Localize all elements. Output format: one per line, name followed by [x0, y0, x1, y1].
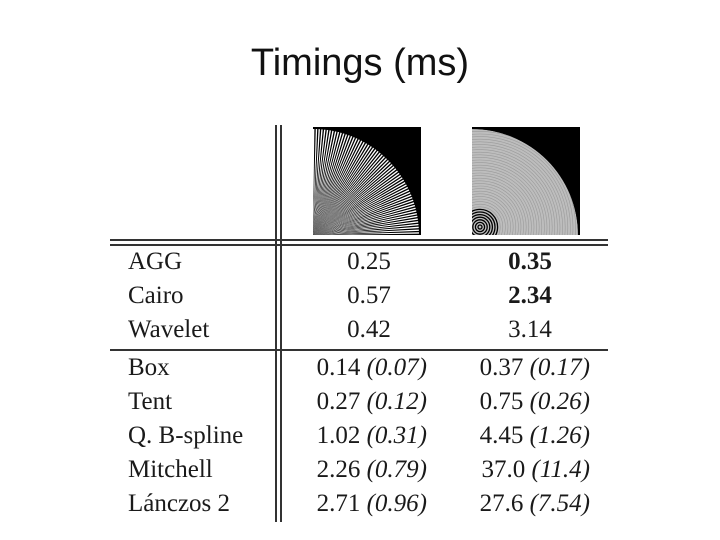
table-group-divider — [110, 349, 608, 351]
method-label: Box — [128, 354, 170, 381]
table-row: AGG 0.25 0.35 — [128, 245, 608, 279]
timing-col2: 3.14 — [508, 316, 552, 343]
table-vertical-rule — [275, 125, 277, 522]
timing-col1: 0.14 (0.07) — [316, 354, 427, 381]
timing-col1: 1.02 (0.31) — [316, 422, 427, 449]
method-label: Mitchell — [128, 456, 213, 483]
timing-col1: 0.27 (0.12) — [316, 388, 427, 415]
timing-col2: 4.45 (1.26) — [479, 422, 590, 449]
slide-title: Timings (ms) — [250, 42, 470, 84]
table-header-rule — [110, 244, 608, 246]
radial-lines-thumbnail — [313, 127, 421, 235]
method-label: Wavelet — [128, 316, 210, 343]
table-row: Tent 0.27 (0.12) 0.75 (0.26) — [128, 385, 608, 419]
method-label: Tent — [128, 388, 173, 415]
timing-col1: 0.57 — [347, 282, 391, 309]
table-row: Mitchell 2.26 (0.79) 37.0 (11.4) — [128, 453, 608, 487]
table-row: Wavelet 0.42 3.14 — [128, 313, 608, 347]
table-row: Q. B-spline 1.02 (0.31) 4.45 (1.26) — [128, 419, 608, 453]
timing-col2: 0.75 (0.26) — [479, 388, 590, 415]
timing-col1: 2.71 (0.96) — [316, 490, 427, 517]
method-label: AGG — [128, 248, 183, 275]
timing-col2: 37.0 (11.4) — [481, 456, 590, 483]
table-row: Cairo 0.57 2.34 — [128, 279, 608, 313]
table-header-rule — [110, 239, 608, 241]
timing-col2: 0.35 — [508, 248, 552, 275]
timing-col2: 2.34 — [508, 282, 552, 309]
table-row: Box 0.14 (0.07) 0.37 (0.17) — [128, 351, 608, 385]
table-row: Lánczos 2 2.71 (0.96) 27.6 (7.54) — [128, 487, 608, 521]
timing-col2: 27.6 (7.54) — [479, 490, 590, 517]
method-label: Cairo — [128, 282, 184, 309]
timing-col1: 0.42 — [347, 316, 391, 343]
timing-col2: 0.37 (0.17) — [479, 354, 590, 381]
method-label: Lánczos 2 — [128, 490, 231, 517]
concentric-circles-thumbnail — [472, 127, 580, 235]
timing-col1: 2.26 (0.79) — [316, 456, 427, 483]
table-vertical-rule — [280, 125, 282, 522]
timing-col1: 0.25 — [347, 248, 391, 275]
method-label: Q. B-spline — [128, 422, 244, 449]
